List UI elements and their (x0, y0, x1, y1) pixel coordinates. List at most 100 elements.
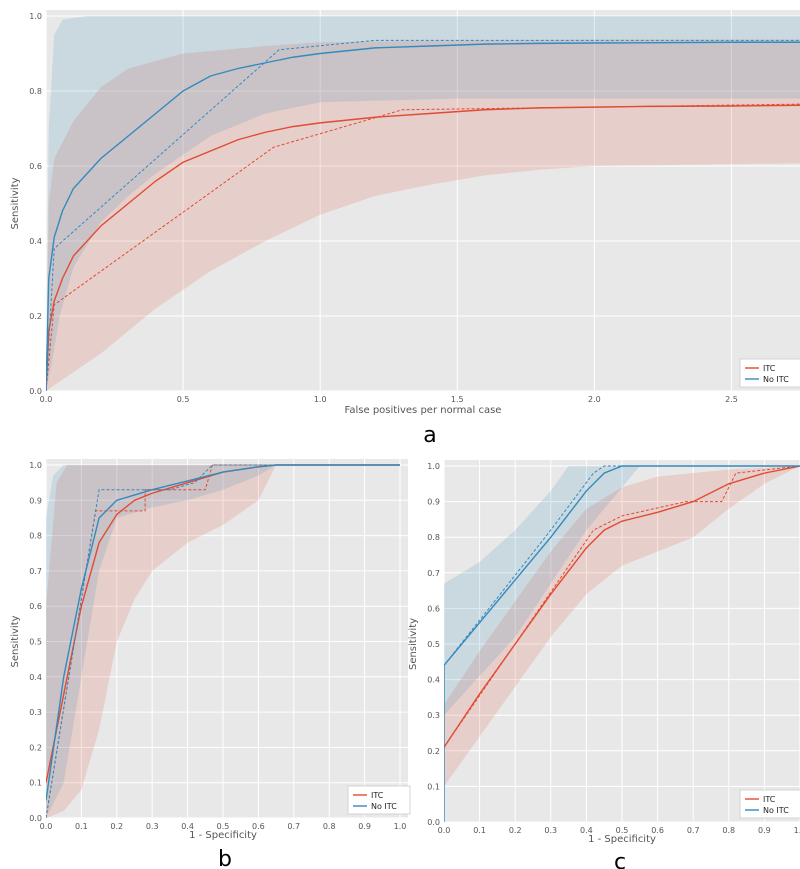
y-tick-label: 0.5 (29, 638, 42, 647)
x-tick-label: 0.7 (687, 826, 700, 835)
x-tick-label: 0.4 (580, 826, 593, 835)
y-tick-label: 1.0 (29, 12, 42, 21)
x-tick-label: 0.9 (358, 822, 371, 831)
x-tick-label: 0.8 (722, 826, 735, 835)
plot-area (46, 16, 800, 391)
x-tick-label: 0.8 (323, 822, 336, 831)
confidence-band-itc (444, 466, 800, 787)
y-tick-label: 0.5 (427, 640, 440, 649)
mean-curve-no-itc (46, 41, 800, 391)
panel-label: b (218, 847, 232, 869)
legend-label: ITC (763, 364, 776, 373)
y-tick-label: 0.6 (29, 162, 42, 171)
x-tick-label: 0.3 (146, 822, 159, 831)
y-tick-label: 0.4 (427, 676, 440, 685)
x-tick-label: 0.0 (438, 826, 451, 835)
empirical-curve-itc (444, 465, 800, 748)
y-tick-label: 0.7 (427, 569, 440, 578)
x-tick-label: 1.5 (451, 395, 464, 404)
mean-curve-no-itc (46, 464, 400, 801)
legend-label: No ITC (763, 806, 789, 815)
x-tick-label: 1.0 (794, 826, 800, 835)
x-tick-label: 0.3 (544, 826, 557, 835)
empirical-curve-itc (46, 464, 400, 818)
x-tick-label: 0.5 (177, 395, 190, 404)
mean-curve-itc (444, 465, 800, 748)
x-tick-label: 0.6 (651, 826, 664, 835)
x-tick-label: 0.2 (509, 826, 522, 835)
plot-area (444, 465, 800, 822)
y-tick-label: 0.2 (29, 312, 42, 321)
y-axis-label: Sensitivity (408, 618, 419, 670)
panel-label: c (614, 850, 626, 869)
confidence-band-no-itc (444, 466, 800, 716)
chart-panel-c: 0.0 0.1 0.2 0.3 0.4 0.5 0.6 0.7 0.8 0.9 1.0 0.0 0.1 0… (408, 460, 800, 869)
y-tick-label: 0.6 (29, 602, 42, 611)
y-axis-label: Sensitivity (10, 615, 21, 667)
legend-box (739, 358, 800, 388)
x-tick-label: 0.9 (758, 826, 771, 835)
y-tick-label: 1.0 (427, 462, 440, 471)
y-tick-label: 0.0 (29, 814, 42, 823)
legend-label: No ITC (371, 802, 397, 811)
y-tick-label: 0.8 (427, 533, 440, 542)
panel-label: a (423, 423, 436, 448)
plot-background (46, 459, 408, 818)
y-tick-label: 0.9 (427, 498, 440, 507)
y-tick-label: 1.0 (29, 461, 42, 470)
y-tick-label: 0.9 (29, 496, 42, 505)
x-tick-label: 0.5 (616, 826, 629, 835)
y-tick-label: 0.0 (29, 387, 42, 396)
x-tick-label: 1.0 (314, 395, 327, 404)
y-tick-label: 0.7 (29, 567, 42, 576)
legend: ITC No ITC (347, 785, 411, 815)
x-tick-label: 0.1 (75, 822, 88, 831)
y-tick-label: 0.4 (29, 673, 42, 682)
plot-background (46, 10, 800, 391)
y-tick-label: 0.3 (29, 708, 42, 717)
y-tick-label: 0.8 (29, 87, 42, 96)
x-tick-label: 0.0 (40, 395, 53, 404)
y-tick-label: 0.3 (427, 711, 440, 720)
y-tick-label: 0.2 (427, 747, 440, 756)
legend-label: ITC (763, 795, 776, 804)
x-axis-label: 1 - Specificity (189, 830, 257, 841)
chart-panel-b: 0.0 0.1 0.2 0.3 0.4 0.5 0.6 0.7 0.8 0.9 1.0 0.0 0.1 0… (10, 459, 411, 869)
y-tick-label: 0.2 (29, 743, 42, 752)
empirical-curve-itc (46, 103, 800, 391)
confidence-band-no-itc (46, 16, 800, 391)
chart-panel-a: 0.0 0.5 1.0 1.5 2.0 2.5 0.0 0.2 0.4 0.6 0.8 1.0 Fals… (10, 10, 800, 448)
legend: ITC No ITC (739, 789, 800, 819)
y-tick-label: 0.0 (427, 818, 440, 827)
x-tick-label: 0.2 (110, 822, 123, 831)
x-tick-label: 0.5 (217, 822, 230, 831)
y-tick-label: 0.8 (29, 532, 42, 541)
y-tick-label: 0.1 (427, 782, 440, 791)
y-tick-label: 0.1 (29, 779, 42, 788)
x-axis-label: False positives per normal case (345, 405, 502, 416)
legend-box (347, 785, 411, 815)
x-tick-label: 0.1 (473, 826, 486, 835)
legend-box (739, 789, 800, 819)
mean-curve-itc (46, 104, 800, 391)
x-tick-label: 0.7 (287, 822, 300, 831)
confidence-band-itc (46, 39, 800, 391)
x-tick-label: 0.6 (252, 822, 265, 831)
x-tick-label: 2.5 (725, 395, 738, 404)
confidence-band-no-itc (46, 465, 400, 818)
empirical-curve-no-itc (46, 39, 800, 391)
empirical-curve-no-itc (46, 464, 400, 818)
x-tick-label: 2.0 (588, 395, 601, 404)
legend-label: No ITC (763, 375, 789, 384)
x-tick-label: 0.4 (181, 822, 194, 831)
mean-curve-no-itc (444, 465, 800, 822)
confidence-band-itc (46, 465, 400, 818)
legend: ITC No ITC (739, 358, 800, 388)
y-tick-label: 0.6 (427, 604, 440, 613)
plot-area (46, 464, 400, 818)
x-axis-label: 1 - Specificity (588, 834, 656, 845)
legend-label: ITC (371, 791, 384, 800)
y-axis-label: Sensitivity (10, 177, 21, 229)
x-tick-label: 1.0 (394, 822, 407, 831)
